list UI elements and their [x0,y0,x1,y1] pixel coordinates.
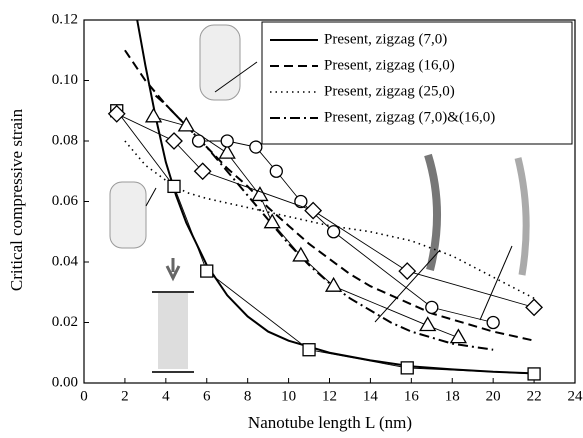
y-tick-label: 0.06 [52,193,79,209]
y-tick-label: 0.00 [52,374,78,390]
triangle-marker [251,186,269,202]
triangle-marker [263,213,281,229]
triangle-marker [218,143,236,159]
triangle-marker [177,116,195,132]
diamond-marker [525,298,544,317]
series-line [116,110,535,375]
y-tick-label: 0.04 [52,253,79,269]
triangle-marker [419,316,437,332]
legend-label: Present, zigzag (16,0) [324,57,455,73]
legend-label: Present, zigzag (25,0) [324,83,455,99]
diamond-marker [193,162,212,181]
leader-line [374,249,441,323]
series-line [153,116,459,339]
leader-line [145,187,157,207]
load-arrow [165,258,181,282]
x-tick-label: 6 [203,388,211,404]
nanotube-inset [109,181,147,249]
insets [109,24,530,373]
x-tick-label: 4 [162,388,170,404]
x-tick-label: 20 [486,388,501,404]
square-marker [302,343,316,357]
x-axis-label: Nanotube length L (nm) [248,413,412,432]
legend-label: Present, zigzag (7,0) [324,31,447,47]
diamond-marker [398,262,417,280]
x-tick-label: 2 [121,388,129,404]
series-line [116,113,535,308]
diamond-marker [165,132,183,150]
triangle-marker [144,107,163,123]
circle-marker [486,315,500,330]
x-tick-label: 10 [281,388,296,404]
triangle-marker [292,246,310,262]
x-tick-label: 24 [568,388,583,404]
x-tick-label: 0 [80,388,88,404]
x-tick-label: 12 [322,388,337,404]
series-line [124,140,535,300]
diamond-marker [107,104,126,123]
circle-marker [220,134,234,148]
legend-box [261,21,573,145]
x-tick-label: 22 [527,388,542,404]
y-tick-label: 0.10 [52,72,78,88]
nanotube-inset [424,153,442,271]
square-marker [527,367,541,381]
square-marker [167,179,181,194]
nanotube-inset [514,157,530,276]
circle-marker [425,300,439,315]
circle-marker [269,164,283,178]
circle-marker [191,134,206,148]
x-tick-label: 8 [244,388,252,404]
x-tick-label: 16 [404,388,420,404]
diamond-marker [304,201,323,220]
circle-marker [326,225,341,239]
triangle-marker [324,276,343,292]
leader-line [214,61,258,93]
column-inset [158,293,188,369]
square-marker [200,264,214,278]
y-tick-label: 0.12 [52,11,78,27]
y-tick-label: 0.08 [52,132,78,148]
y-tick-label: 0.02 [52,314,78,330]
y-axis-label: Critical compressive strain [7,108,26,291]
triangle-marker [449,328,468,344]
series-line [136,19,535,375]
legend-label: Present, zigzag (7,0)&(16,0) [324,109,495,125]
square-marker [400,361,414,375]
x-tick-label: 14 [363,388,379,404]
x-tick-label: 18 [445,388,460,404]
leader-line [479,245,513,321]
circle-marker [294,194,308,209]
circle-marker [249,140,263,154]
